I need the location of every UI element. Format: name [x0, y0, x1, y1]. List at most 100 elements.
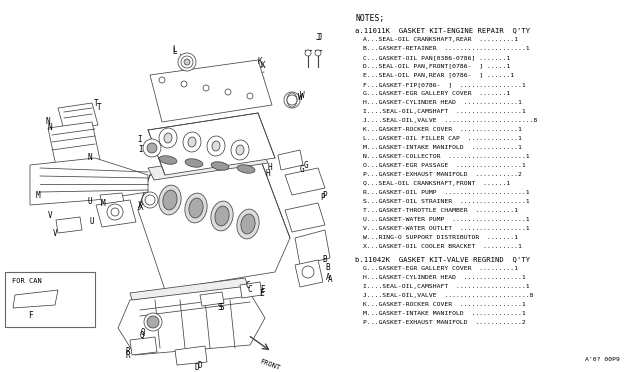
Text: b.11042K  GASKET KIT-VALVE REGRIND  Q'TY: b.11042K GASKET KIT-VALVE REGRIND Q'TY	[355, 256, 530, 262]
Text: U...GASKET-WATER PUMP  ...................1: U...GASKET-WATER PUMP ..................…	[363, 217, 530, 222]
Text: M: M	[36, 190, 40, 199]
Text: I....SEAL-OIL,CAMSHAFT  ..................1: I....SEAL-OIL,CAMSHAFT .................…	[363, 284, 530, 289]
Text: L...GASKET-OIL FILLER CAP  .............1: L...GASKET-OIL FILLER CAP .............1	[363, 136, 522, 141]
Circle shape	[178, 53, 196, 71]
Polygon shape	[150, 60, 272, 122]
Text: F...GASKET-FIP[0786-  ]  ................1: F...GASKET-FIP[0786- ] ................1	[363, 82, 525, 87]
Ellipse shape	[159, 156, 177, 164]
Text: P...GASKET-EXHAUST MANIFOLD  ...........2: P...GASKET-EXHAUST MANIFOLD ...........2	[363, 172, 522, 177]
Text: P: P	[323, 190, 327, 199]
Ellipse shape	[159, 128, 177, 148]
Text: K: K	[258, 58, 262, 67]
Polygon shape	[240, 282, 262, 298]
Text: J: J	[316, 33, 320, 42]
Polygon shape	[295, 260, 323, 287]
Text: G: G	[304, 160, 308, 170]
Text: NOTES;: NOTES;	[355, 14, 384, 23]
Text: X: X	[138, 201, 142, 209]
Ellipse shape	[185, 159, 203, 167]
Text: E...SEAL-OIL PAN,REAR [0786-  ] ......1: E...SEAL-OIL PAN,REAR [0786- ] ......1	[363, 73, 514, 78]
Polygon shape	[100, 193, 124, 204]
Ellipse shape	[236, 145, 244, 155]
Text: E: E	[260, 289, 264, 298]
Circle shape	[184, 59, 190, 65]
Text: C: C	[246, 282, 250, 291]
Circle shape	[147, 143, 157, 153]
Ellipse shape	[212, 141, 220, 151]
Bar	[5, 272, 95, 327]
Text: M...GASKET-INTAKE MANIFOLD  ............1: M...GASKET-INTAKE MANIFOLD ............1	[363, 145, 522, 150]
Ellipse shape	[287, 93, 297, 107]
Text: R...GASKET-OIL PUMP  .....................1: R...GASKET-OIL PUMP ....................…	[363, 190, 530, 195]
Polygon shape	[138, 158, 290, 290]
Polygon shape	[200, 292, 224, 306]
Polygon shape	[30, 158, 148, 205]
Ellipse shape	[215, 206, 229, 226]
Text: Q...SEAL-OIL CRANKSHAFT,FRONT  ......1: Q...SEAL-OIL CRANKSHAFT,FRONT ......1	[363, 181, 510, 186]
Ellipse shape	[237, 209, 259, 239]
Text: X...GASKET-OIL COOLER BRACKET  .........1: X...GASKET-OIL COOLER BRACKET .........1	[363, 244, 522, 249]
Ellipse shape	[241, 214, 255, 234]
Ellipse shape	[159, 185, 181, 215]
Ellipse shape	[185, 193, 207, 223]
Text: F: F	[28, 311, 32, 320]
Text: H...GASKET-CYLINDER HEAD  ...............1: H...GASKET-CYLINDER HEAD ...............…	[363, 275, 525, 280]
Text: N: N	[48, 122, 52, 131]
Text: G...GASKET-EGR GALLERY COVER  .......1: G...GASKET-EGR GALLERY COVER .......1	[363, 91, 510, 96]
Text: S...GASKET-OIL STRAINER  .................1: S...GASKET-OIL STRAINER ................…	[363, 199, 530, 204]
Polygon shape	[56, 217, 82, 233]
Ellipse shape	[183, 132, 201, 152]
Text: S: S	[220, 304, 224, 312]
Circle shape	[111, 208, 119, 216]
Text: I: I	[138, 135, 142, 144]
Polygon shape	[278, 150, 303, 170]
Text: B: B	[323, 256, 327, 264]
Ellipse shape	[189, 198, 203, 218]
Polygon shape	[285, 203, 325, 232]
Ellipse shape	[163, 190, 177, 210]
Text: U: U	[88, 198, 92, 206]
Text: D: D	[198, 360, 202, 369]
Text: D: D	[195, 362, 199, 372]
Text: FRONT: FRONT	[259, 358, 281, 371]
Text: C...GASKET-OIL PAN[0386-0786] .......1: C...GASKET-OIL PAN[0386-0786] .......1	[363, 55, 510, 60]
Circle shape	[181, 81, 187, 87]
Circle shape	[203, 85, 209, 91]
Polygon shape	[130, 278, 248, 300]
Text: J: J	[317, 32, 323, 42]
Text: Q: Q	[141, 327, 145, 337]
Text: FOR CAN: FOR CAN	[12, 278, 42, 284]
Ellipse shape	[231, 140, 249, 160]
Circle shape	[287, 95, 297, 105]
Text: X: X	[139, 203, 143, 212]
Text: I....SEAL-OIL,CAMSHAFT  .................1: I....SEAL-OIL,CAMSHAFT .................…	[363, 109, 525, 114]
Polygon shape	[96, 200, 136, 227]
Text: N...GASKET-COLLECTOR  ....................1: N...GASKET-COLLECTOR ...................…	[363, 154, 530, 159]
Circle shape	[159, 77, 165, 83]
Text: H...GASKET-CYLINDER HEAD  ..............1: H...GASKET-CYLINDER HEAD ..............1	[363, 100, 522, 105]
Text: C: C	[248, 285, 252, 295]
Text: P: P	[321, 192, 325, 202]
Polygon shape	[48, 122, 100, 166]
Circle shape	[315, 50, 321, 56]
Circle shape	[142, 192, 158, 208]
Text: M: M	[100, 199, 106, 208]
Text: I: I	[139, 145, 143, 154]
Ellipse shape	[207, 136, 225, 156]
Text: H: H	[268, 164, 272, 173]
Polygon shape	[285, 168, 325, 195]
Text: K...GASKET-ROCKER COVER  ................1: K...GASKET-ROCKER COVER ................…	[363, 302, 525, 307]
Text: L: L	[173, 48, 177, 57]
Text: G: G	[300, 166, 304, 174]
Text: R: R	[125, 350, 131, 359]
Circle shape	[225, 89, 231, 95]
Polygon shape	[148, 151, 268, 180]
Circle shape	[305, 50, 311, 56]
Polygon shape	[148, 113, 275, 175]
Ellipse shape	[188, 137, 196, 147]
Text: T: T	[97, 103, 101, 112]
Text: A: A	[328, 276, 332, 285]
Circle shape	[302, 266, 314, 278]
Text: A: A	[326, 273, 330, 282]
Text: W: W	[298, 93, 302, 102]
